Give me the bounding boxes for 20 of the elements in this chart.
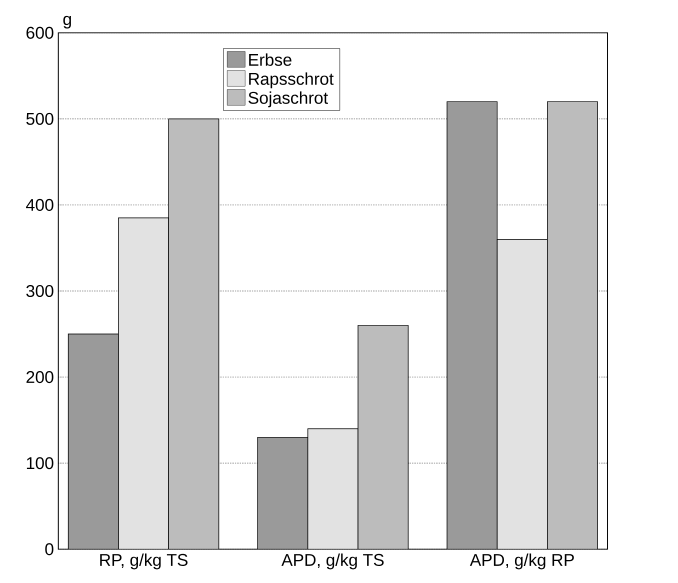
- y-tick-label: 0: [45, 543, 54, 556]
- y-tick-label: 100: [26, 456, 54, 470]
- bar: [547, 101, 598, 550]
- y-tick-label: 300: [26, 284, 54, 297]
- legend-label: Erbse: [249, 53, 292, 66]
- bar: [496, 238, 548, 550]
- bar: [168, 118, 220, 550]
- legend-label: Sojaschrot: [248, 91, 328, 108]
- y-tick-label: 400: [26, 198, 54, 211]
- y-tick-label: 200: [26, 370, 54, 383]
- y-axis-title: g: [63, 16, 71, 28]
- x-tick-label: RP, g/kg TS: [100, 553, 188, 570]
- bar: [358, 324, 409, 550]
- legend-label: Rapsschrot: [249, 72, 334, 88]
- y-tick-label: 600: [26, 26, 54, 39]
- x-tick-label: APD, g/kg RP: [470, 553, 574, 570]
- y-tick-label: 500: [26, 112, 54, 125]
- bar: [307, 428, 358, 550]
- x-tick-label: APD, g/kg TS: [281, 553, 384, 570]
- bar: [118, 217, 169, 550]
